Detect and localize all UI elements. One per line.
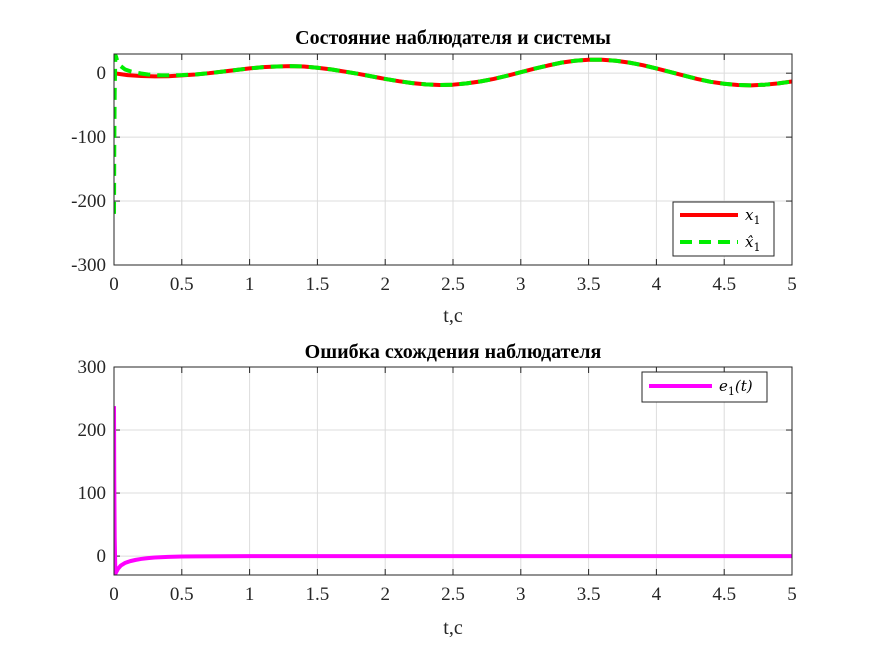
subplot-2: Ошибка схождения наблюдателя 0 0.5 1 1.5 2 2.… bbox=[78, 341, 797, 639]
legend-box-1 bbox=[672, 201, 775, 257]
y-tick-label-2-2: 200 bbox=[78, 420, 107, 441]
x-tick-label-2-6: 3 bbox=[516, 584, 526, 605]
series-1 bbox=[114, 54, 792, 214]
x-tick-label-1-6: 3 bbox=[516, 274, 526, 295]
axes-frame-2 bbox=[113, 366, 793, 576]
x-tick-label-1-5: 2.5 bbox=[441, 274, 465, 295]
x-tick-label-1-2: 1 bbox=[245, 274, 255, 295]
y-tick-label-1-1: -200 bbox=[71, 191, 106, 212]
x-tick-label-2-2: 1 bbox=[245, 584, 255, 605]
x-tick-label-1-9: 4.5 bbox=[712, 274, 736, 295]
chart-title-2: Ошибка схождения наблюдателя bbox=[305, 341, 602, 363]
x-tick-label-2-7: 3.5 bbox=[577, 584, 601, 605]
x-tick-label-2-1: 0.5 bbox=[170, 584, 194, 605]
y-tick-label-2-1: 100 bbox=[78, 483, 107, 504]
x-tick-label-2-0: 0 bbox=[109, 584, 119, 605]
series-2 bbox=[114, 406, 792, 575]
y-tick-label-2-0: 0 bbox=[97, 546, 107, 567]
x-tick-label-2-10: 5 bbox=[787, 584, 797, 605]
x-ticks-1: 0 0.5 1 1.5 2 2.5 3 3.5 4 4.5 5 bbox=[109, 54, 797, 295]
subplot-1: Состояние наблюдателя и системы 0 0.5 1 1.5… bbox=[71, 27, 797, 327]
y-tick-label-2-3: 300 bbox=[78, 357, 107, 378]
series-line-2-0 bbox=[114, 406, 792, 575]
x-tick-label-2-3: 1.5 bbox=[306, 584, 330, 605]
x-axis-label-2: t,c bbox=[443, 617, 463, 639]
legend-label-e1: e1(t) bbox=[719, 377, 753, 398]
x-tick-label-1-8: 4 bbox=[652, 274, 662, 295]
x-tick-label-1-7: 3.5 bbox=[577, 274, 601, 295]
y-ticks-1: -300 -200 -100 0 bbox=[71, 63, 792, 276]
series-line-1-1 bbox=[114, 54, 792, 214]
x-tick-label-1-0: 0 bbox=[109, 274, 119, 295]
x-tick-label-2-8: 4 bbox=[652, 584, 662, 605]
x-axis-label-1: t,c bbox=[443, 305, 463, 327]
x-tick-label-2-4: 2 bbox=[380, 584, 390, 605]
x-tick-label-1-4: 2 bbox=[380, 274, 390, 295]
y-tick-label-1-2: -100 bbox=[71, 127, 106, 148]
x-tick-label-2-9: 4.5 bbox=[712, 584, 736, 605]
y-tick-label-1-0: -300 bbox=[71, 255, 106, 276]
x-tick-label-1-1: 0.5 bbox=[170, 274, 194, 295]
y-ticks-2: 0 100 200 300 bbox=[78, 357, 792, 567]
chart-title-1: Состояние наблюдателя и системы bbox=[295, 27, 611, 49]
x-tick-label-2-5: 2.5 bbox=[441, 584, 465, 605]
series-line-1-0 bbox=[114, 57, 792, 88]
x-tick-label-1-10: 5 bbox=[787, 274, 797, 295]
legend-2: e1(t) bbox=[641, 371, 768, 403]
y-tick-label-1-3: 0 bbox=[97, 63, 107, 84]
x-tick-label-1-3: 1.5 bbox=[306, 274, 330, 295]
legend-1: x1 x̂1 bbox=[672, 201, 775, 257]
axes-frame-1 bbox=[113, 53, 793, 266]
